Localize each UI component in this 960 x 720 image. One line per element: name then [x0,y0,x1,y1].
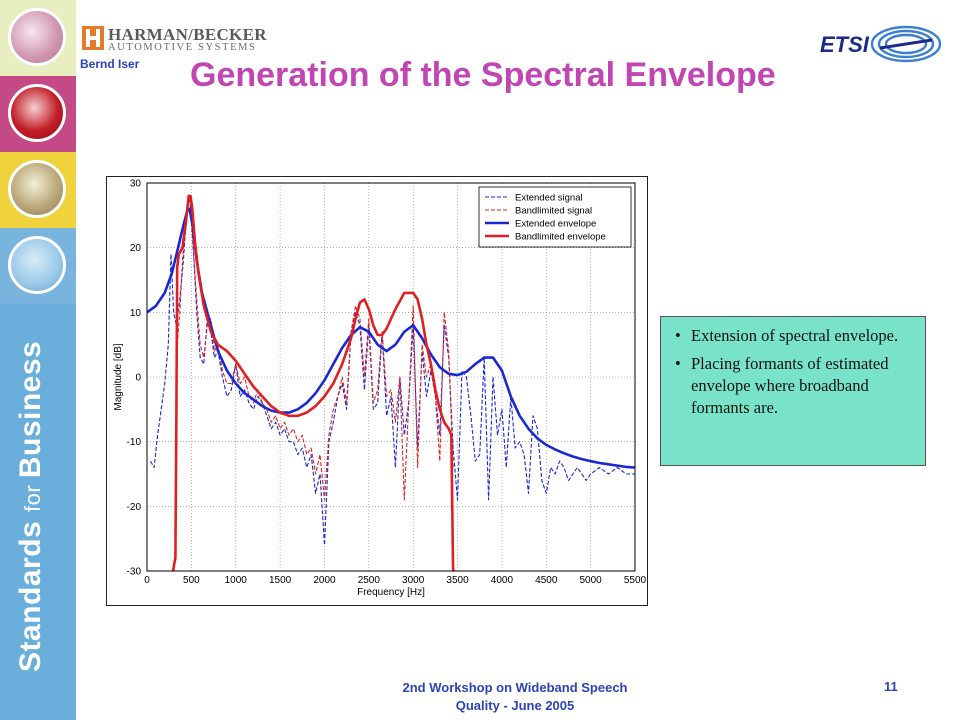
slide-title: Generation of the Spectral Envelope [190,56,776,94]
x-tick-label: 5000 [580,575,603,586]
bullet-item: Placing formants of estimated envelope w… [673,353,915,419]
plot-border [146,182,636,572]
bullet-item: Extension of spectral envelope. [673,325,915,347]
y-tick-label: -20 [127,502,142,513]
spectral-envelope-chart: 0 500 1000 1500 2000 2500 3000 3500 4000 4500 5000… [113,179,647,599]
globe-icon [8,8,66,66]
x-tick-label: 0 [144,575,150,586]
series-line-2 [174,195,454,507]
legend-label: Extended signal [515,193,583,204]
sidebar-slogan-a: Standards [14,511,47,672]
left-decorative-bar: Standards for Business [0,0,76,720]
footer-text: 2nd Workshop on Wideband Speech Quality … [345,679,685,715]
globe-icon [8,160,66,218]
globe-tile-3 [0,152,76,228]
x-tick-label: 2000 [313,575,336,586]
footer-line-2: Quality - June 2005 [455,698,575,713]
etsi-logo-icon: ETSI [820,25,942,63]
harman-becker-logo-icon [82,26,104,50]
footer-line-1: 2nd Workshop on Wideband Speech [402,680,628,695]
x-tick-label: 4000 [491,575,514,586]
series-line-4 [171,194,456,571]
y-tick-label: 0 [135,373,141,384]
x-axis-label: Frequency [Hz] [357,587,425,598]
legend-label: Extended envelope [515,219,596,230]
chart-frame: 0 500 1000 1500 2000 2500 3000 3500 4000 4500 5000… [106,176,648,606]
y-tick-label: -30 [127,567,142,578]
etsi-logo-text: ETSI [820,32,870,57]
author-name: Bernd Iser [80,57,140,71]
chart-series [147,194,635,571]
globe-icon [8,84,66,142]
company-name: HARMAN/BECKER [108,25,267,44]
x-tick-label: 1000 [225,575,248,586]
y-tick-label: 30 [130,179,142,190]
x-tick-label: 5500 [624,575,647,586]
sidebar-slogan: Standards for Business [14,341,48,672]
x-tick-label: 4500 [535,575,558,586]
chart-legend: Extended signal Bandlimited signal Extende… [478,186,632,248]
legend-label: Bandlimited envelope [515,232,606,243]
x-tick-label: 2500 [358,575,381,586]
page-number: 11 [884,679,898,694]
x-tick-label: 500 [183,575,200,586]
globe-tile-1 [0,0,76,76]
globe-tile-4 [0,228,76,304]
globe-icon [8,236,66,294]
sidebar-slogan-b: for [20,478,45,512]
bullet-list: Extension of spectral envelope. Placing … [673,325,915,419]
y-tick-label: 20 [130,243,142,254]
globe-tile-2 [0,76,76,152]
notes-box: Extension of spectral envelope. Placing … [660,316,926,466]
legend-label: Bandlimited signal [515,206,592,217]
x-tick-label: 3500 [446,575,469,586]
x-tick-label: 3000 [402,575,425,586]
x-tick-label: 1500 [269,575,292,586]
y-axis-label: Magnitude [dB] [113,343,124,410]
y-tick-label: -10 [127,437,142,448]
y-tick-label: 10 [130,308,142,319]
company-subtitle: AUTOMOTIVE SYSTEMS [108,42,257,53]
series-line-1 [150,195,635,546]
chart-ticks: 0 500 1000 1500 2000 2500 3000 3500 4000 4500 5000… [127,179,647,587]
sidebar-slogan-c: Business [14,340,47,479]
